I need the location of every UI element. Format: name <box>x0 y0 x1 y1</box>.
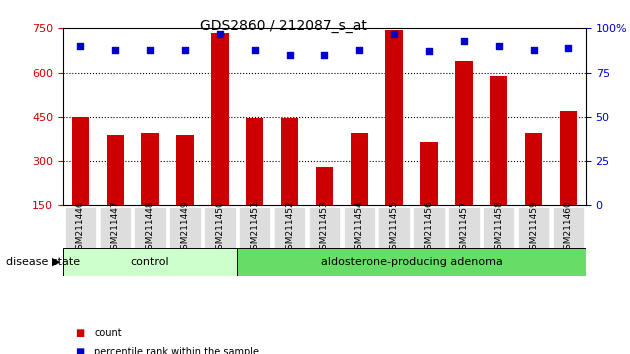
FancyBboxPatch shape <box>134 207 166 248</box>
Point <box>249 47 260 52</box>
FancyBboxPatch shape <box>169 207 201 248</box>
Text: GSM211459: GSM211459 <box>529 200 538 255</box>
FancyBboxPatch shape <box>309 207 340 248</box>
Bar <box>211 33 229 205</box>
FancyBboxPatch shape <box>379 207 410 248</box>
Text: GDS2860 / 212087_s_at: GDS2860 / 212087_s_at <box>200 19 367 34</box>
Text: GSM211457: GSM211457 <box>459 200 468 255</box>
FancyBboxPatch shape <box>553 207 584 248</box>
Bar <box>350 133 368 205</box>
Bar <box>455 61 472 205</box>
Text: GSM211450: GSM211450 <box>215 200 224 255</box>
Text: percentile rank within the sample: percentile rank within the sample <box>94 347 260 354</box>
Text: GSM211460: GSM211460 <box>564 200 573 255</box>
FancyBboxPatch shape <box>100 207 131 248</box>
FancyBboxPatch shape <box>204 207 236 248</box>
Bar <box>281 118 299 205</box>
Point <box>145 47 155 52</box>
Point <box>76 43 86 49</box>
FancyBboxPatch shape <box>274 207 306 248</box>
Point <box>389 31 399 36</box>
Point <box>494 43 504 49</box>
Text: disease state: disease state <box>6 257 81 267</box>
Text: GSM211451: GSM211451 <box>250 200 259 255</box>
Bar <box>316 167 333 205</box>
Text: GSM211449: GSM211449 <box>181 200 190 255</box>
Point <box>563 45 573 51</box>
FancyBboxPatch shape <box>413 207 445 248</box>
Text: ▶: ▶ <box>52 257 60 267</box>
FancyBboxPatch shape <box>343 207 375 248</box>
Point <box>285 52 295 58</box>
Bar <box>420 142 438 205</box>
Text: control: control <box>131 257 169 267</box>
Bar <box>106 135 124 205</box>
FancyBboxPatch shape <box>238 248 586 276</box>
Bar <box>525 133 542 205</box>
Point <box>529 47 539 52</box>
Text: GSM211447: GSM211447 <box>111 200 120 255</box>
Text: GSM211452: GSM211452 <box>285 200 294 255</box>
FancyBboxPatch shape <box>483 207 515 248</box>
FancyBboxPatch shape <box>448 207 479 248</box>
Point <box>319 52 329 58</box>
Text: GSM211458: GSM211458 <box>495 200 503 255</box>
Text: GSM211448: GSM211448 <box>146 200 154 255</box>
Text: GSM211446: GSM211446 <box>76 200 85 255</box>
Point <box>424 48 434 54</box>
Text: GSM211453: GSM211453 <box>320 200 329 255</box>
Text: aldosterone-producing adenoma: aldosterone-producing adenoma <box>321 257 503 267</box>
Text: ■: ■ <box>76 328 85 338</box>
FancyBboxPatch shape <box>518 207 549 248</box>
Point <box>110 47 120 52</box>
Point <box>459 38 469 44</box>
Bar <box>141 133 159 205</box>
Bar <box>559 111 577 205</box>
Point <box>180 47 190 52</box>
Bar <box>246 118 263 205</box>
Text: GSM211454: GSM211454 <box>355 200 364 255</box>
Bar <box>386 30 403 205</box>
Text: count: count <box>94 328 122 338</box>
Text: ■: ■ <box>76 347 85 354</box>
Bar <box>176 135 194 205</box>
FancyBboxPatch shape <box>239 207 270 248</box>
Point <box>215 31 225 36</box>
Bar <box>72 117 89 205</box>
Text: GSM211456: GSM211456 <box>425 200 433 255</box>
FancyBboxPatch shape <box>65 207 96 248</box>
Point <box>354 47 364 52</box>
Text: GSM211455: GSM211455 <box>390 200 399 255</box>
Bar <box>490 75 508 205</box>
FancyBboxPatch shape <box>63 248 238 276</box>
